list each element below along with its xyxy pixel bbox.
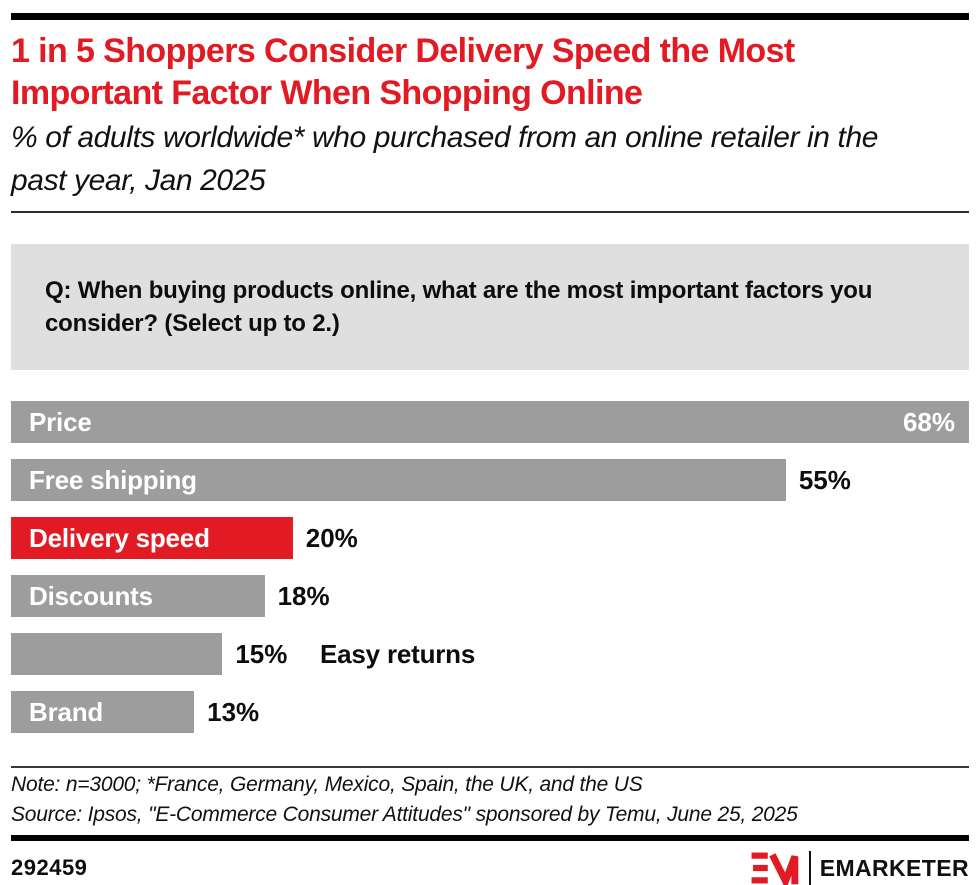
survey-question-text: Q: When buying products online, what are…: [45, 277, 873, 337]
bar-label: Brand: [29, 696, 104, 727]
bar: Price 68%: [11, 401, 969, 443]
bar-row: Delivery speed 20%: [11, 517, 969, 559]
bar-label: Discounts: [29, 580, 153, 611]
bar: Delivery speed: [11, 517, 293, 559]
emarketer-logo: EMARKETER: [751, 851, 969, 885]
source-text: Source: Ipsos, "E-Commerce Consumer Atti…: [11, 803, 798, 826]
page-title: 1 in 5 Shoppers Consider Delivery Speed …: [11, 32, 795, 112]
footer-rule: [11, 835, 969, 841]
bar: Discounts: [11, 575, 265, 617]
bar-value-inside: 68%: [902, 406, 955, 437]
footer-row: 292459 EMARKETER: [11, 850, 969, 885]
emarketer-wordmark: EMARKETER: [819, 854, 969, 881]
bar-label: Delivery speed: [29, 522, 210, 553]
bar-value-outside: 18%: [277, 580, 330, 611]
bar: [11, 633, 223, 675]
bar-row: Discounts 18%: [11, 575, 969, 617]
footnote-divider: [11, 766, 969, 768]
bar-label-outside: Easy returns: [320, 638, 476, 669]
bar: Brand: [11, 691, 195, 733]
bar: Free shipping: [11, 459, 786, 501]
bar-label: Price: [29, 406, 92, 437]
bar-value-outside: 13%: [207, 696, 260, 727]
survey-question-box: Q: When buying products online, what are…: [11, 244, 969, 370]
chart-id: 292459: [11, 855, 88, 880]
logo-separator: [808, 851, 811, 885]
bar-label: Free shipping: [29, 464, 197, 495]
bar-row: Price 68%: [11, 401, 969, 443]
chart-subtitle: % of adults worldwide* who purchased fro…: [11, 121, 879, 197]
note-text: Note: n=3000; *France, Germany, Mexico, …: [11, 773, 643, 796]
bar-chart: Price 68% Free shipping 55% Delivery spe…: [11, 401, 969, 733]
bar-value-outside: 55%: [798, 464, 851, 495]
header-divider: [11, 211, 969, 213]
bar-value-outside: 15%: [235, 638, 288, 669]
bar-row: 15% Easy returns: [11, 633, 969, 675]
bar-row: Free shipping 55%: [11, 459, 969, 501]
bar-value-outside: 20%: [305, 522, 358, 553]
bar-row: Brand 13%: [11, 691, 969, 733]
emarketer-monogram-icon: [751, 852, 799, 885]
top-rule: [11, 13, 969, 20]
